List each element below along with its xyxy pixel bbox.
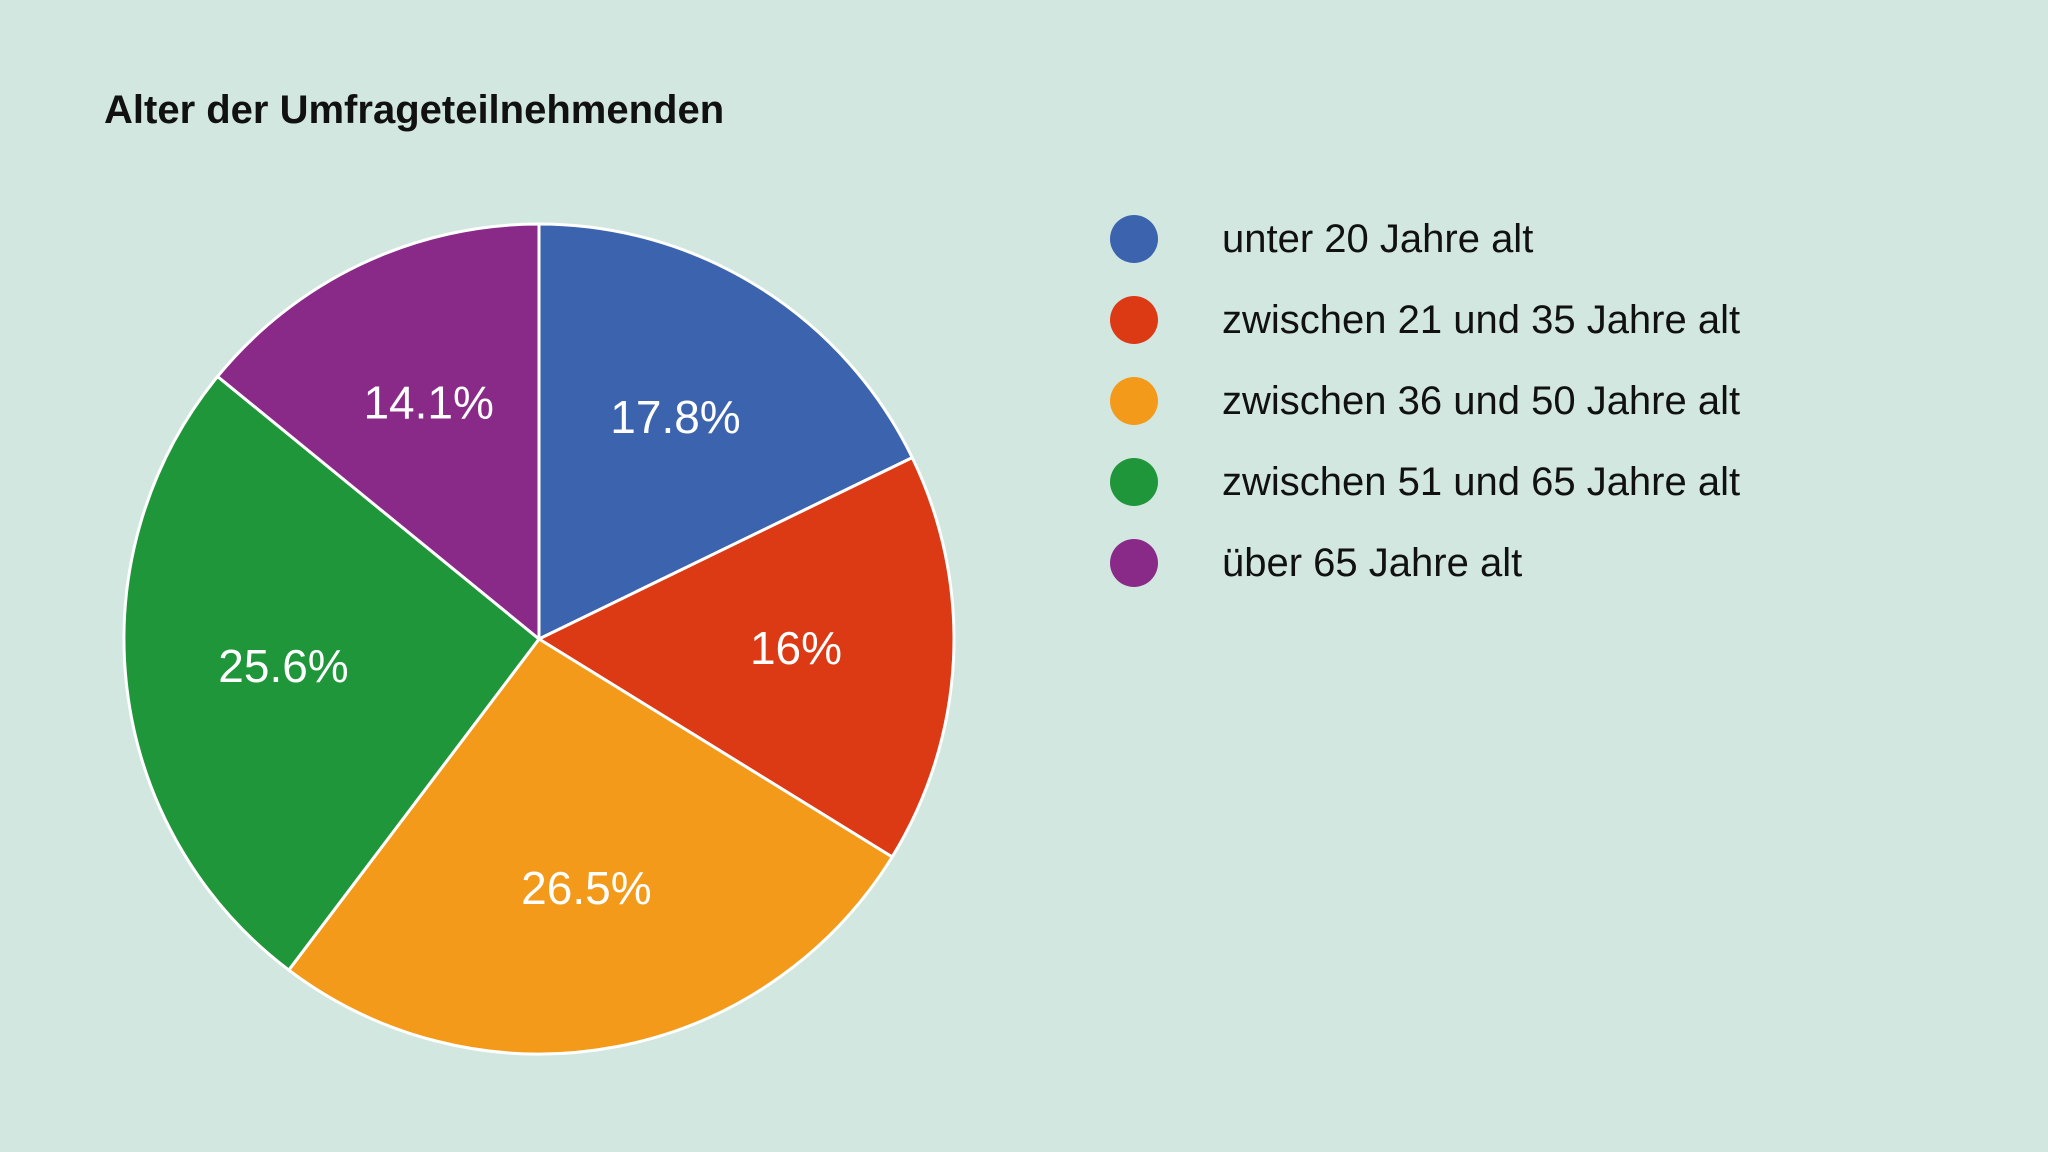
legend: unter 20 Jahre alt zwischen 21 und 35 Jah… xyxy=(1110,215,1740,620)
legend-item: zwischen 51 und 65 Jahre alt xyxy=(1110,458,1740,506)
legend-label: unter 20 Jahre alt xyxy=(1222,216,1534,261)
pie-slices xyxy=(122,222,956,1056)
pie-slice-4 xyxy=(122,374,541,972)
legend-swatch xyxy=(1110,296,1158,344)
pie-slice-label-2: 16% xyxy=(750,622,842,674)
pie-slice-labels: 17.8% 16% 26.5% 25.6% 14.1% xyxy=(218,377,842,914)
legend-item: unter 20 Jahre alt xyxy=(1110,215,1740,263)
legend-label: zwischen 51 und 65 Jahre alt xyxy=(1222,459,1741,504)
legend-item: zwischen 21 und 35 Jahre alt xyxy=(1110,296,1740,344)
pie-slice-label-4: 25.6% xyxy=(218,640,348,692)
legend-swatch xyxy=(1110,458,1158,506)
pie-chart-svg: 17.8% 16% 26.5% 25.6% 14.1% xyxy=(122,222,956,1056)
legend-item: zwischen 36 und 50 Jahre alt xyxy=(1110,377,1740,425)
legend-swatch xyxy=(1110,377,1158,425)
pie-slice-5 xyxy=(216,222,541,641)
pie-slice-label-1: 17.8% xyxy=(610,391,740,443)
legend-label: zwischen 21 und 35 Jahre alt xyxy=(1222,297,1741,342)
legend-swatch xyxy=(1110,215,1158,263)
pie-slice-2 xyxy=(537,456,956,859)
pie-slice-1 xyxy=(537,222,914,641)
pie-slice-3 xyxy=(287,637,894,1056)
legend-label: über 65 Jahre alt xyxy=(1222,540,1523,585)
pie-slice-label-3: 26.5% xyxy=(521,862,651,914)
pie-slice-label-5: 14.1% xyxy=(363,377,493,429)
chart-title: Alter der Umfrageteilnehmenden xyxy=(104,88,725,132)
legend-swatch xyxy=(1110,539,1158,587)
legend-label: zwischen 36 und 50 Jahre alt xyxy=(1222,378,1741,423)
legend-item: über 65 Jahre alt xyxy=(1110,539,1740,587)
